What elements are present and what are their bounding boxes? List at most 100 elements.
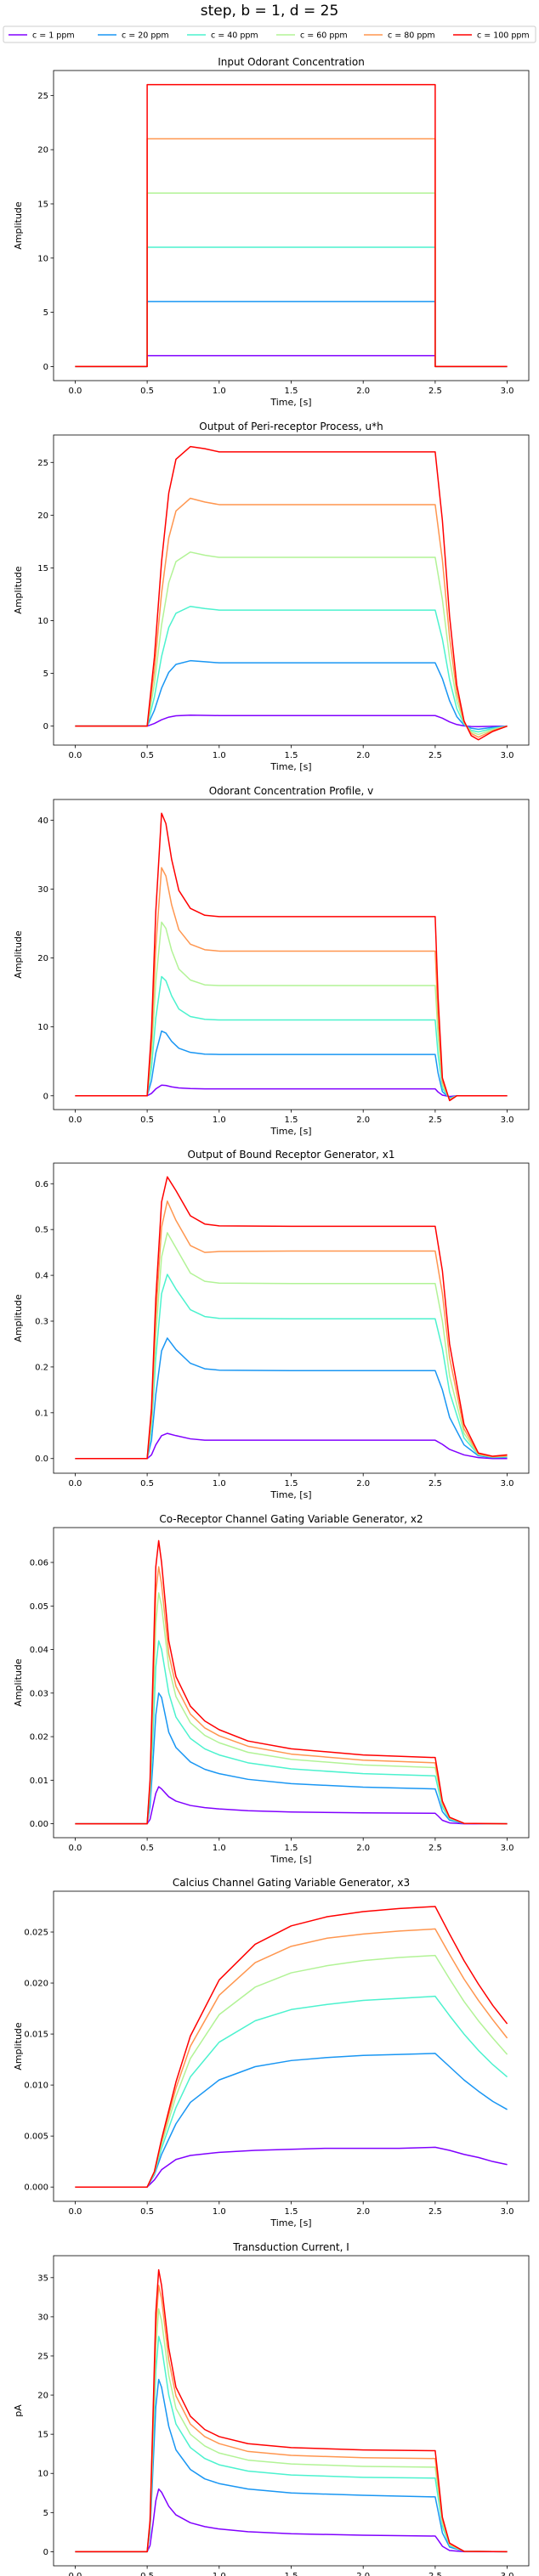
x-tick-label: 3.0 [501,2207,514,2217]
x-axis-label: Time, [s] [270,761,311,772]
x-tick-label: 0.5 [140,1844,154,1853]
x-axis-label: Time, [s] [270,1854,311,1865]
series-line [75,2378,508,2553]
y-axis-label: Amplitude [13,930,24,979]
x-tick-label: 2.0 [356,1116,370,1125]
x-tick-label: 1.5 [285,2572,298,2576]
y-axis-label: Amplitude [13,1294,24,1342]
y-tick-label: 40 [37,816,48,826]
subplot-title: Output of Peri-receptor Process, u*h [199,421,383,432]
x-tick-label: 2.5 [428,387,442,396]
y-tick-label: 10 [37,1023,48,1032]
x-tick-label: 3.0 [501,2572,514,2576]
series-line [75,605,508,733]
series-line [75,1337,508,1460]
y-tick-label: 0.02 [30,1733,48,1743]
series-line [75,1232,508,1460]
y-tick-label: 0.000 [24,2183,48,2193]
y-tick-label: 0 [43,2548,48,2557]
legend-entry: c = 40 ppm [187,31,258,41]
x-tick-label: 3.0 [501,1844,514,1853]
legend-entry: c = 1 ppm [9,31,75,41]
y-tick-label: 0.5 [35,1226,48,1235]
x-tick-label: 0.0 [68,1479,82,1489]
series-line [75,1084,508,1098]
legend: c = 1 ppm c = 20 ppm c = 40 ppm c = 60 ppm c… [3,25,536,43]
x-tick-label: 0.5 [140,751,154,760]
x-tick-label: 0.5 [140,1116,154,1125]
x-tick-label: 0.0 [68,1116,82,1125]
y-tick-label: 30 [37,2313,48,2322]
figure-title: step, b = 1, d = 25 [201,3,339,20]
x-tick-label: 2.0 [356,387,370,396]
subplot-title: Calcius Channel Gating Variable Generato… [173,1877,410,1889]
x-axis-label: Time, [s] [270,2217,311,2229]
series-line [75,1995,508,2188]
legend-entry: c = 100 ppm [453,31,530,41]
x-tick-label: 1.0 [213,1116,226,1125]
x-tick-label: 1.5 [285,387,298,396]
y-axis-label: Amplitude [13,566,24,614]
y-tick-label: 10 [37,617,48,626]
legend-label: c = 20 ppm [122,31,169,41]
series-line [75,497,508,738]
x-tick-label: 2.0 [356,1844,370,1853]
x-tick-label: 0.5 [140,387,154,396]
series-line [75,1692,508,1825]
subplot: Output of Peri-receptor Process, u*h 0.0 0… [13,421,530,772]
series-line [75,1432,508,1460]
subplot: Co-Receptor Channel Gating Variable Gene… [13,1513,530,1865]
y-tick-label: 0.05 [30,1602,48,1612]
series-line [75,714,508,728]
x-tick-label: 1.5 [285,1116,298,1125]
series-line [75,659,508,731]
series-line [75,1906,508,2188]
x-tick-label: 0.0 [68,1844,82,1853]
subplot-title: Transduction Current, I [232,2241,349,2253]
series-line [75,2268,508,2553]
x-tick-label: 0.0 [68,387,82,396]
series-line [75,812,508,1102]
x-tick-label: 2.5 [428,1116,442,1125]
subplot: Transduction Current, I 0.0 0.5 1.0 1.5 2.0 2.… [13,2241,530,2576]
y-axis-label: Amplitude [13,2022,24,2070]
y-tick-label: 20 [37,146,48,155]
y-tick-label: 0.00 [30,1820,48,1829]
series-line [75,192,508,368]
x-tick-label: 1.0 [213,1844,226,1853]
x-tick-label: 2.5 [428,1479,442,1489]
y-tick-label: 0.1 [35,1409,48,1418]
y-tick-label: 5 [43,2509,48,2518]
series-line [75,2146,508,2188]
subplot: Odorant Concentration Profile, v 0.0 0.5 1.… [13,785,530,1137]
legend-label: c = 60 ppm [300,31,348,41]
y-tick-label: 0.015 [24,2031,48,2040]
axes-frame [53,2255,530,2567]
legend-entry: c = 60 ppm [276,31,348,41]
axes-frame [53,1527,530,1839]
axes-frame [53,1162,530,1474]
series-line [75,354,508,368]
x-tick-label: 1.5 [285,1479,298,1489]
subplot-title: Output of Bound Receptor Generator, x1 [188,1149,395,1161]
y-tick-label: 20 [37,954,48,963]
x-tick-label: 0.5 [140,2572,154,2576]
y-tick-label: 25 [37,459,48,468]
x-tick-label: 1.5 [285,2207,298,2217]
y-tick-label: 20 [37,511,48,521]
series-line [75,83,508,368]
legend-label: c = 40 ppm [211,31,258,41]
x-tick-label: 1.5 [285,1844,298,1853]
series-group [75,1539,508,1825]
y-tick-label: 25 [37,2352,48,2361]
x-tick-label: 1.0 [213,1479,226,1489]
y-tick-label: 15 [37,2431,48,2440]
series-line [75,975,508,1099]
y-tick-label: 15 [37,564,48,573]
x-tick-label: 2.5 [428,1844,442,1853]
y-tick-label: 35 [37,2274,48,2283]
series-line [75,138,508,368]
x-axis-label: Time, [s] [270,397,311,408]
series-line [75,246,508,368]
x-tick-label: 1.0 [213,2572,226,2576]
